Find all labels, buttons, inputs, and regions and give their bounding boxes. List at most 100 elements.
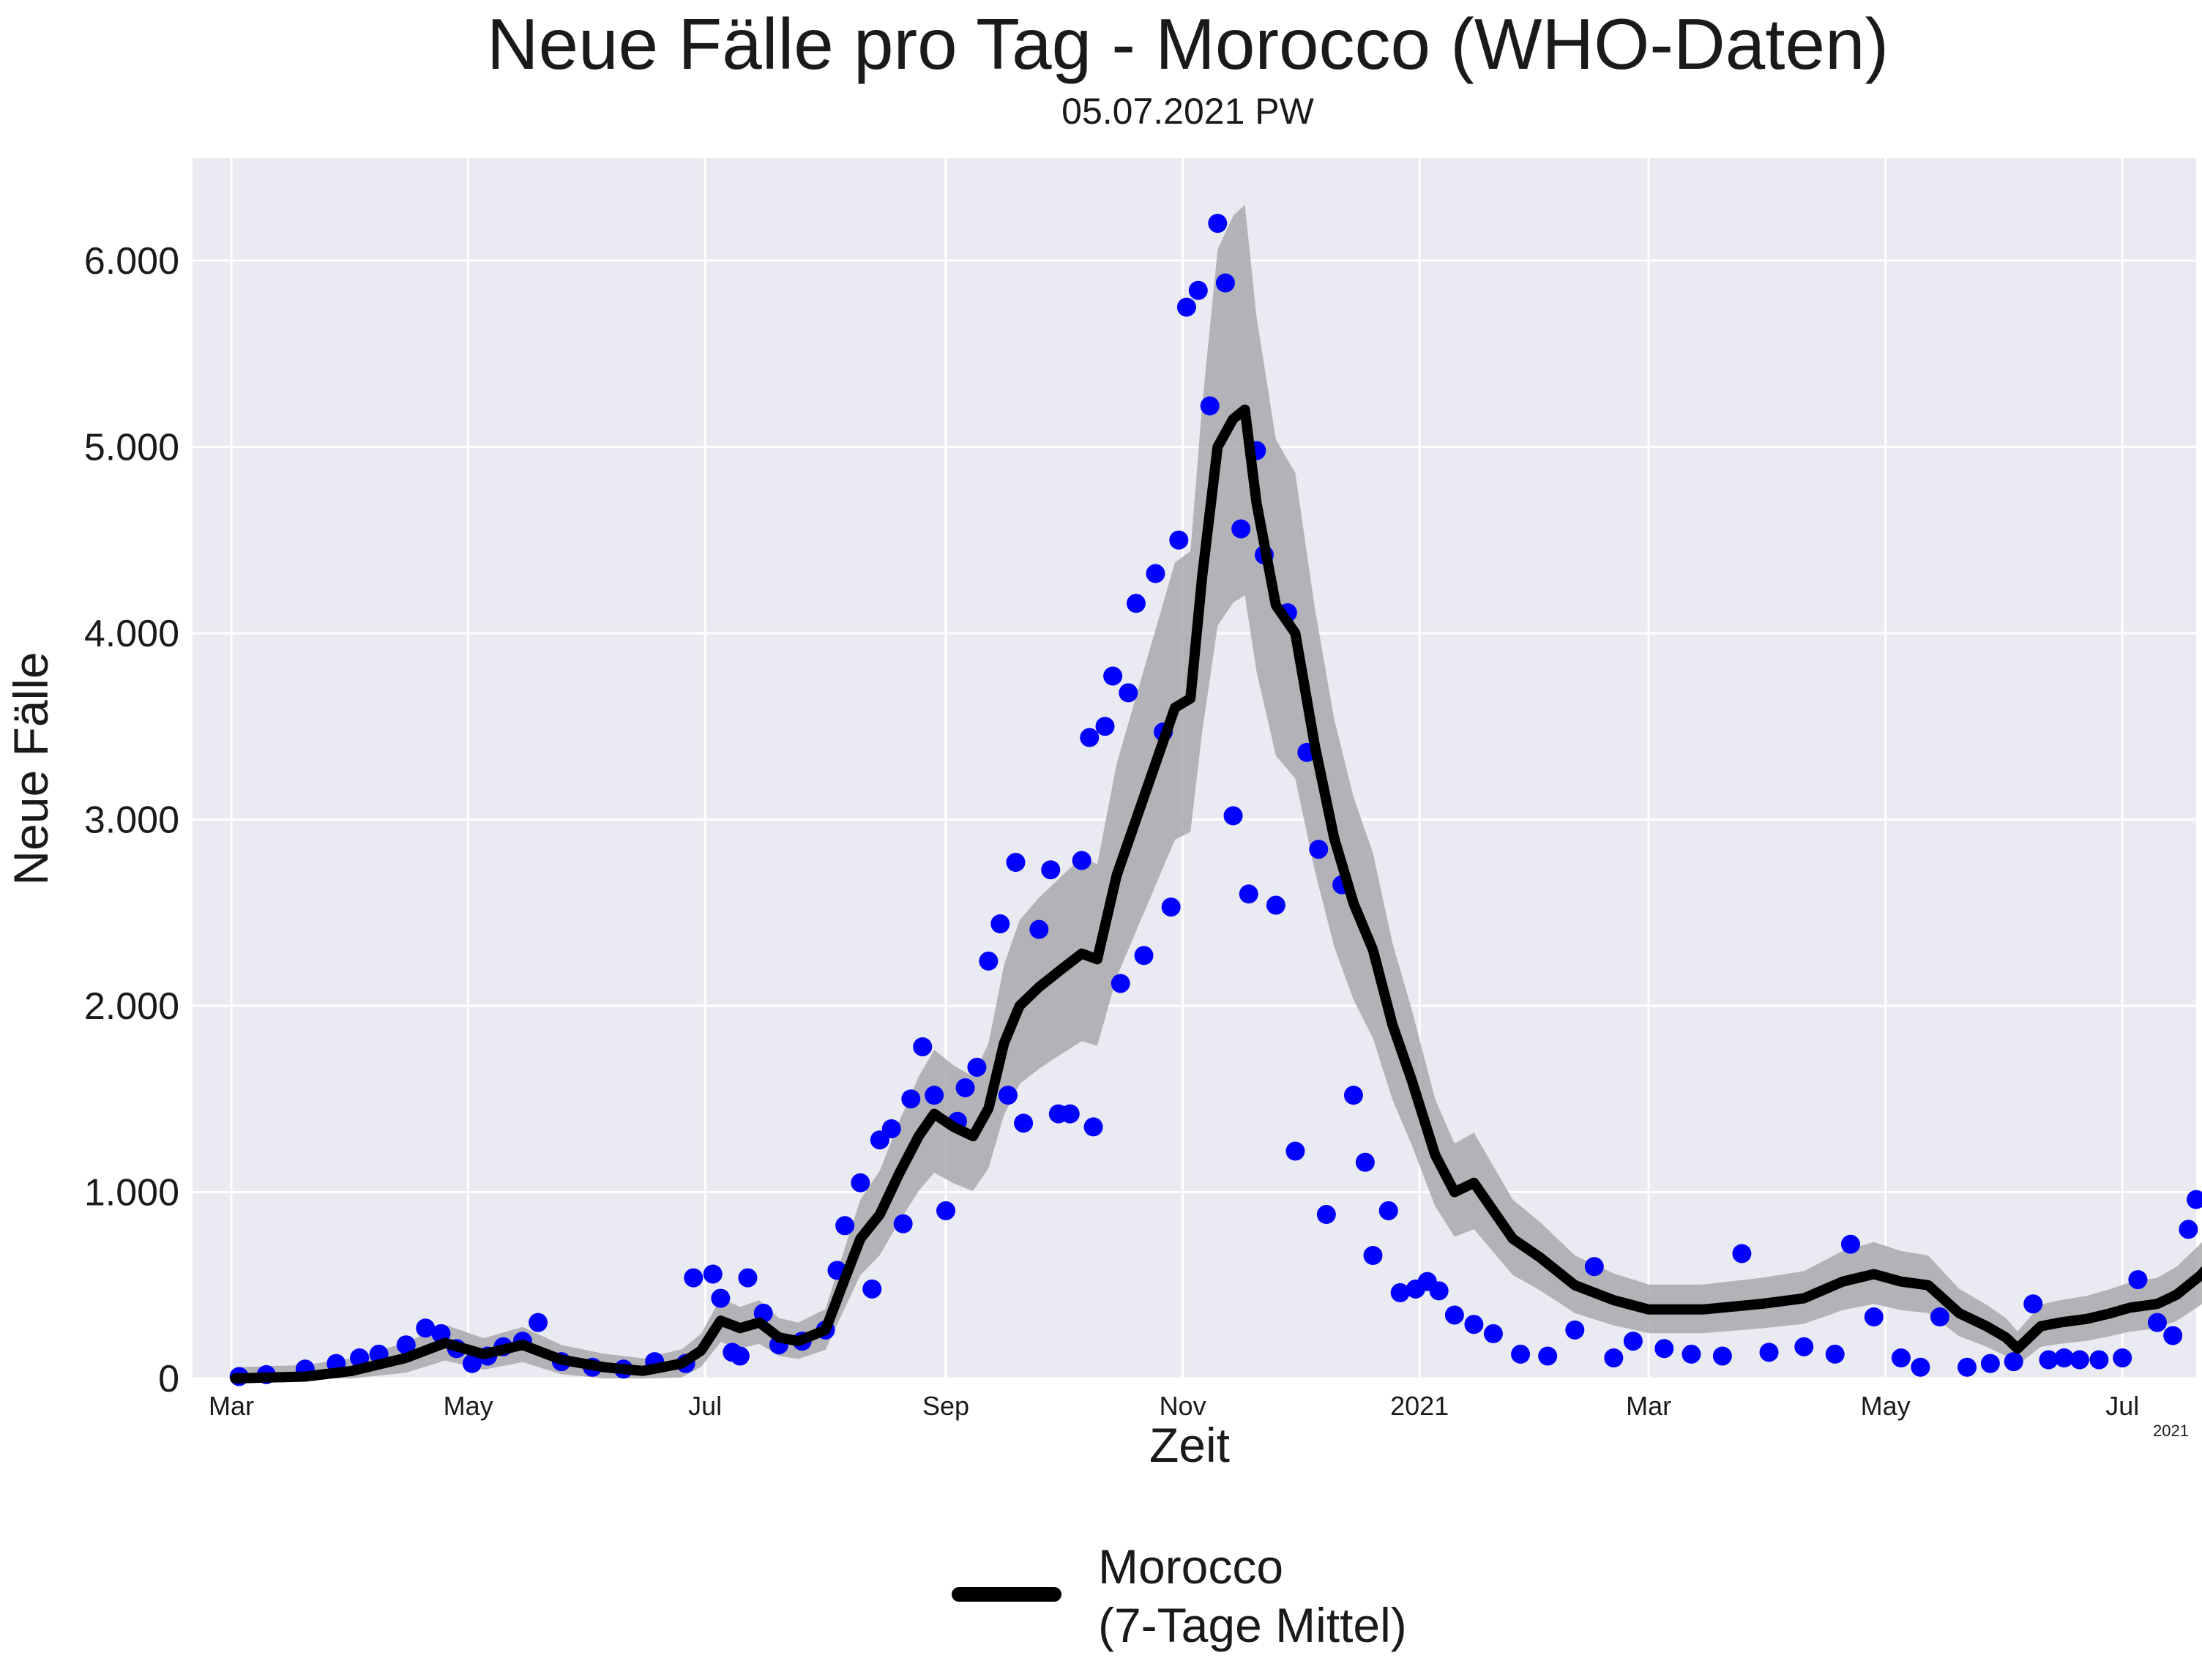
x-axis-ticks: Mar May Jul Sep Nov 2021 Mar May Jul — [209, 1391, 2139, 1421]
daily-case-point — [1343, 1086, 1363, 1105]
daily-case-point — [1980, 1354, 2000, 1373]
daily-case-point — [893, 1214, 913, 1233]
daily-case-point — [1188, 280, 1208, 300]
daily-case-point — [2023, 1294, 2043, 1314]
daily-case-point — [2128, 1270, 2148, 1290]
daily-case-point — [730, 1346, 750, 1366]
daily-case-point — [1208, 214, 1228, 234]
daily-case-point — [1014, 1113, 1034, 1133]
daily-case-point — [1041, 860, 1061, 880]
x-tick-label: Jul — [2105, 1391, 2139, 1421]
daily-case-point — [1957, 1357, 1977, 1377]
daily-case-point — [967, 1057, 987, 1077]
daily-case-point — [1444, 1305, 1464, 1325]
daily-case-point — [1538, 1346, 1558, 1366]
daily-case-point — [1363, 1246, 1383, 1266]
x-tick-label: Mar — [209, 1391, 254, 1421]
y-tick-label: 2.000 — [84, 985, 179, 1028]
daily-case-point — [1080, 728, 1100, 747]
daily-case-point — [2147, 1313, 2167, 1332]
daily-case-point — [1911, 1357, 1930, 1377]
daily-case-point — [396, 1335, 416, 1355]
daily-case-point — [1095, 717, 1115, 736]
daily-case-point — [1169, 530, 1189, 550]
daily-case-point — [1584, 1257, 1604, 1277]
y-tick-label: 0 — [158, 1358, 179, 1400]
y-tick-label: 5.000 — [84, 426, 179, 468]
daily-case-point — [925, 1086, 944, 1105]
daily-case-point — [462, 1354, 482, 1373]
daily-case-point — [1006, 853, 1026, 873]
daily-case-point — [711, 1288, 731, 1308]
daily-case-point — [1390, 1283, 1410, 1302]
daily-case-point — [1623, 1332, 1643, 1351]
daily-case-point — [1464, 1315, 1484, 1334]
daily-case-point — [901, 1089, 921, 1109]
daily-case-point — [1266, 895, 1285, 915]
chart-subtitle: 05.07.2021 PW — [1061, 91, 1314, 132]
chart-title: Neue Fälle pro Tag - Morocco (WHO-Daten) — [486, 4, 1889, 84]
daily-case-point — [990, 914, 1010, 934]
daily-case-point — [1930, 1307, 1949, 1327]
daily-case-point — [1355, 1152, 1375, 1172]
daily-case-point — [1285, 1141, 1305, 1161]
legend-label-line-1: Morocco — [1098, 1539, 1284, 1594]
daily-case-point — [1840, 1234, 1860, 1254]
daily-case-point — [1126, 594, 1146, 613]
daily-case-point — [1146, 564, 1165, 583]
legend-label: Morocco (7-Tage Mittel) — [1098, 1537, 1407, 1654]
daily-case-point — [2069, 1350, 2089, 1370]
daily-case-point — [1119, 683, 1138, 703]
daily-case-point — [1111, 974, 1130, 993]
daily-case-point — [851, 1173, 870, 1192]
daily-case-point — [998, 1086, 1018, 1105]
daily-case-point — [1223, 806, 1243, 826]
daily-case-point — [1215, 273, 1235, 293]
x-axis-label: Zeit — [1149, 1418, 1230, 1472]
y-tick-label: 6.000 — [84, 240, 179, 283]
y-tick-label: 4.000 — [84, 613, 179, 655]
daily-case-point — [1654, 1339, 1674, 1359]
daily-case-point — [1161, 897, 1181, 917]
x-tick-label: Mar — [1626, 1391, 1671, 1421]
x-tick-label: Nov — [1160, 1391, 1206, 1421]
daily-case-point — [881, 1119, 901, 1138]
daily-case-point — [1759, 1343, 1779, 1362]
daily-case-point — [1565, 1320, 1585, 1340]
daily-case-point — [2004, 1352, 2023, 1372]
daily-case-point — [1511, 1344, 1531, 1364]
seven-day-average-line — [230, 404, 2202, 1384]
daily-case-point — [1072, 851, 1091, 870]
daily-case-point — [2179, 1220, 2198, 1239]
daily-case-point — [529, 1313, 548, 1332]
daily-case-point — [1103, 666, 1123, 686]
legend-label-line-2: (7-Tage Mittel) — [1098, 1598, 1407, 1652]
y-tick-label: 1.000 — [84, 1171, 179, 1214]
daily-case-point — [1483, 1324, 1503, 1343]
daily-case-point — [1682, 1344, 1701, 1364]
daily-case-point — [738, 1268, 758, 1288]
daily-case-point — [684, 1268, 703, 1288]
daily-case-point — [1378, 1201, 1398, 1220]
daily-case-point — [1429, 1281, 1449, 1301]
daily-case-point — [2089, 1350, 2109, 1370]
y-tick-label: 3.000 — [84, 799, 179, 841]
daily-case-point — [1891, 1348, 1911, 1368]
x-tick-label: May — [444, 1391, 493, 1421]
daily-case-point — [1864, 1307, 1884, 1327]
daily-case-point — [1176, 297, 1196, 317]
daily-case-point — [1200, 396, 1220, 416]
average-line-path — [230, 404, 2202, 1384]
line-chart: 0 1.000 2.000 3.000 4.000 5.000 6.000 Mar May Ju… — [4, 158, 2202, 1472]
daily-case-point — [955, 1078, 975, 1097]
y-axis-label: Neue Fälle — [4, 652, 58, 885]
daily-case-point — [2163, 1326, 2183, 1345]
daily-case-point — [1134, 946, 1154, 966]
x-tick-label: Jul — [688, 1391, 722, 1421]
daily-case-point — [862, 1279, 882, 1299]
daily-case-point — [416, 1318, 436, 1338]
daily-case-point — [2054, 1348, 2074, 1368]
x-tick-label: 2021 — [1390, 1391, 1449, 1421]
daily-case-point — [1231, 519, 1251, 539]
daily-case-point — [1060, 1104, 1080, 1124]
